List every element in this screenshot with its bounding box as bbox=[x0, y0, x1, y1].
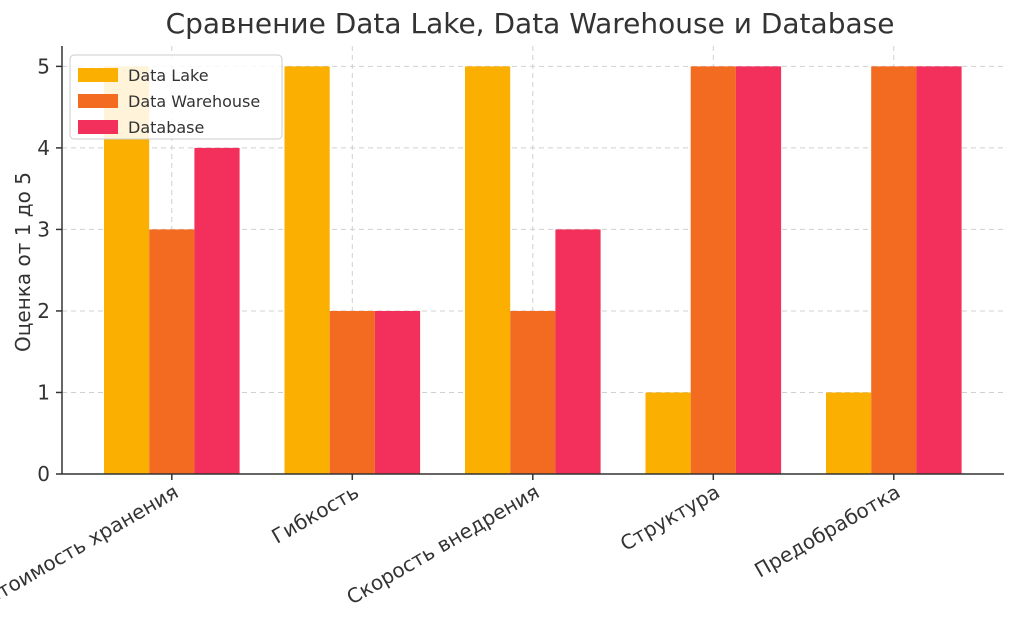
bar bbox=[555, 229, 601, 474]
legend: Data Lake Data Warehouse Database bbox=[69, 54, 283, 140]
x-tick-label: Предобработка bbox=[750, 480, 904, 583]
legend-label: Data Warehouse bbox=[128, 92, 260, 111]
x-tick-label: Стоимость хранения bbox=[0, 480, 182, 610]
bar bbox=[149, 229, 195, 474]
y-tick-labels: 0 1 2 3 4 5 bbox=[37, 54, 50, 486]
y-tick-label: 0 bbox=[37, 462, 50, 486]
y-tick-label: 1 bbox=[37, 380, 50, 404]
x-tick-label: Структура bbox=[616, 480, 724, 556]
legend-swatch bbox=[78, 120, 118, 134]
bar bbox=[465, 66, 511, 474]
y-tick-label: 2 bbox=[37, 299, 50, 323]
bar bbox=[284, 66, 330, 474]
bar bbox=[735, 66, 782, 474]
axes bbox=[56, 46, 1004, 480]
bar bbox=[916, 66, 962, 474]
bar bbox=[826, 392, 872, 474]
bar bbox=[194, 147, 240, 474]
bar bbox=[871, 66, 917, 474]
legend-label: Database bbox=[128, 118, 204, 137]
chart-title: Сравнение Data Lake, Data Warehouse и Da… bbox=[166, 7, 895, 40]
legend-box bbox=[69, 54, 283, 140]
legend-label: Data Lake bbox=[128, 66, 209, 85]
x-tick-label: Скорость внедрения bbox=[342, 480, 543, 610]
x-tick-label: Гибкость bbox=[267, 480, 362, 549]
y-tick-label: 5 bbox=[37, 54, 50, 78]
y-tick-label: 3 bbox=[37, 217, 50, 241]
y-axis-label: Оценка от 1 до 5 bbox=[11, 172, 35, 352]
bar bbox=[510, 310, 556, 474]
bar bbox=[645, 392, 691, 474]
bar bbox=[690, 66, 736, 474]
bar bbox=[329, 310, 375, 474]
legend-swatch bbox=[78, 94, 118, 108]
legend-swatch bbox=[78, 68, 118, 82]
bar bbox=[374, 310, 421, 474]
y-tick-label: 4 bbox=[37, 136, 50, 160]
